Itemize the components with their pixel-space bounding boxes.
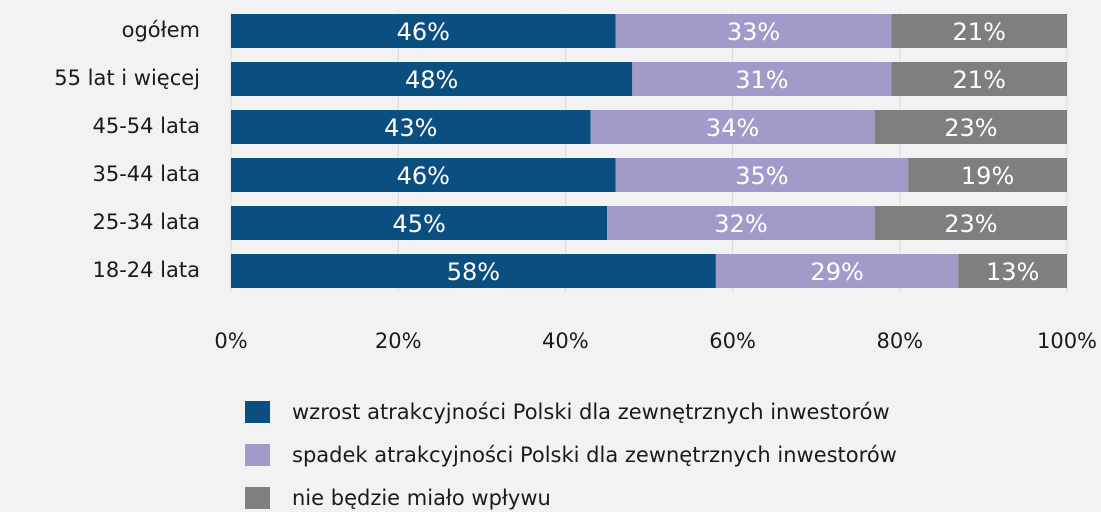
category-label: 35-44 lata <box>92 162 200 186</box>
value-label: 33% <box>727 18 780 46</box>
bar-segment <box>231 14 616 48</box>
legend-label: nie będzie miało wpływu <box>292 486 551 510</box>
bar-segment <box>607 206 875 240</box>
legend-swatch <box>245 487 270 509</box>
category-label: ogółem <box>122 18 200 42</box>
bar-segment <box>632 62 892 96</box>
value-label: 34% <box>706 114 759 142</box>
value-label: 35% <box>735 162 788 190</box>
bar-segment <box>715 254 959 288</box>
category-label: 18-24 lata <box>92 258 200 282</box>
value-label: 23% <box>944 114 997 142</box>
bar-segment <box>615 158 909 192</box>
category-label: 25-34 lata <box>92 210 200 234</box>
value-label: 32% <box>714 210 767 238</box>
bar-segment <box>891 62 1067 96</box>
bar-segment <box>231 110 591 144</box>
legend-swatch <box>245 401 270 423</box>
value-label: 23% <box>944 210 997 238</box>
value-label: 31% <box>735 66 788 94</box>
legend-label: spadek atrakcyjności Polski dla zewnętrz… <box>292 443 897 467</box>
value-label: 45% <box>392 210 445 238</box>
bar-segment <box>231 158 616 192</box>
value-label: 13% <box>986 258 1039 286</box>
value-label: 21% <box>953 66 1006 94</box>
x-tick-label: 20% <box>375 329 422 353</box>
value-label: 21% <box>953 18 1006 46</box>
value-label: 19% <box>961 162 1014 190</box>
value-label: 29% <box>810 258 863 286</box>
value-label: 46% <box>397 162 450 190</box>
x-tick-label: 40% <box>542 329 589 353</box>
bar-segment <box>874 206 1067 240</box>
bar-segment <box>958 254 1067 288</box>
legend-swatch <box>245 444 270 466</box>
x-tick-label: 80% <box>876 329 923 353</box>
bar-segment <box>874 110 1067 144</box>
value-label: 43% <box>384 114 437 142</box>
bar-segment <box>908 158 1067 192</box>
x-tick-label: 0% <box>214 329 247 353</box>
bar-segment <box>891 14 1067 48</box>
bar-segment <box>590 110 875 144</box>
value-label: 46% <box>397 18 450 46</box>
bar-segment <box>231 254 716 288</box>
value-label: 48% <box>405 66 458 94</box>
x-tick-label: 60% <box>709 329 756 353</box>
bar-segment <box>231 206 608 240</box>
x-tick-label: 100% <box>1037 329 1097 353</box>
category-label: 45-54 lata <box>92 114 200 138</box>
bar-segment <box>231 62 633 96</box>
value-label: 58% <box>447 258 500 286</box>
category-label: 55 lat i więcej <box>54 66 200 90</box>
legend-label: wzrost atrakcyjności Polski dla zewnętrz… <box>292 400 890 424</box>
bar-segment <box>615 14 892 48</box>
